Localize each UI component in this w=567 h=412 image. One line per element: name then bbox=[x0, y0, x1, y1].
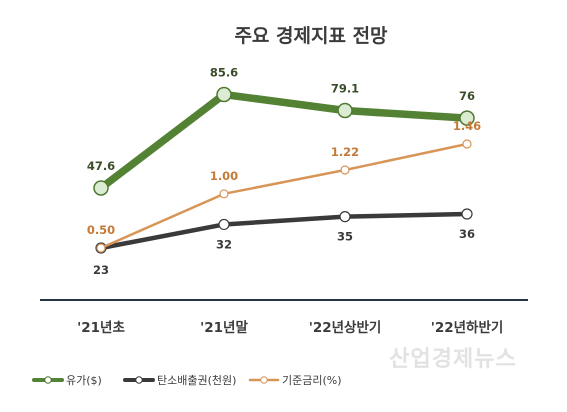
series-1 bbox=[93, 86, 475, 196]
series-1-data-label: 79.1 bbox=[331, 81, 359, 95]
data-label-layer: 47.6 85.6 79.1 76 23 32 35 36 0.50 1.00 1.22 1.46 bbox=[87, 66, 481, 278]
series-layer bbox=[93, 86, 475, 254]
x-tick-label: '22년하반기 bbox=[431, 319, 504, 336]
series-2 bbox=[95, 208, 473, 254]
series-2-data-label: 23 bbox=[93, 263, 109, 277]
series-1-point bbox=[459, 110, 475, 126]
legend: 유가($) 탄소배출권(천원) 기준금리(%) bbox=[32, 373, 342, 387]
series-3-point bbox=[96, 243, 106, 253]
series-3-point bbox=[462, 139, 472, 149]
series-3-data-label: 0.50 bbox=[87, 223, 115, 237]
legend-label: 유가($) bbox=[66, 374, 102, 387]
series-3-data-label: 1.22 bbox=[331, 145, 359, 159]
watermark: 산업경제뉴스 bbox=[389, 347, 516, 372]
series-3-line bbox=[99, 142, 469, 250]
series-3-data-label: 1.00 bbox=[210, 169, 238, 183]
x-axis-tick-labels: '21년초 '21년말 '22년상반기 '22년하반기 bbox=[77, 319, 503, 336]
series-2-data-label: 32 bbox=[216, 237, 232, 251]
legend-item-2: 탄소배출권(천원) bbox=[123, 373, 236, 387]
series-1-data-label: 85.6 bbox=[210, 66, 238, 80]
series-2-line bbox=[98, 211, 470, 251]
legend-item-1: 유가($) bbox=[32, 374, 102, 387]
series-2-data-label: 35 bbox=[337, 230, 353, 244]
legend-label: 기준금리(%) bbox=[282, 374, 342, 387]
series-1-data-label: 76 bbox=[459, 89, 475, 103]
series-1-data-label: 47.6 bbox=[87, 159, 115, 173]
series-1-line bbox=[97, 90, 471, 192]
legend-swatch-marker bbox=[260, 376, 268, 384]
series-2-point bbox=[461, 208, 473, 220]
series-3-point bbox=[219, 189, 229, 199]
legend-swatch-marker bbox=[44, 376, 52, 384]
x-tick-label: '22년상반기 bbox=[309, 319, 382, 336]
series-1-point bbox=[337, 102, 353, 119]
series-3 bbox=[96, 139, 472, 253]
series-3-point bbox=[340, 165, 350, 175]
series-1-point bbox=[216, 86, 232, 103]
legend-item-3: 기준금리(%) bbox=[248, 374, 342, 387]
series-2-data-label: 36 bbox=[459, 227, 475, 241]
series-2-point bbox=[218, 218, 230, 231]
series-2-point bbox=[339, 211, 351, 223]
x-tick-label: '21년말 bbox=[200, 320, 248, 336]
chart-title: 주요 경제지표 전망 bbox=[234, 25, 388, 47]
legend-swatch-marker bbox=[135, 376, 143, 384]
x-tick-label: '21년초 bbox=[77, 320, 125, 336]
series-1-point bbox=[93, 180, 109, 196]
legend-label: 탄소배출권(천원) bbox=[157, 373, 236, 387]
series-3-data-label: 1.46 bbox=[453, 119, 481, 133]
